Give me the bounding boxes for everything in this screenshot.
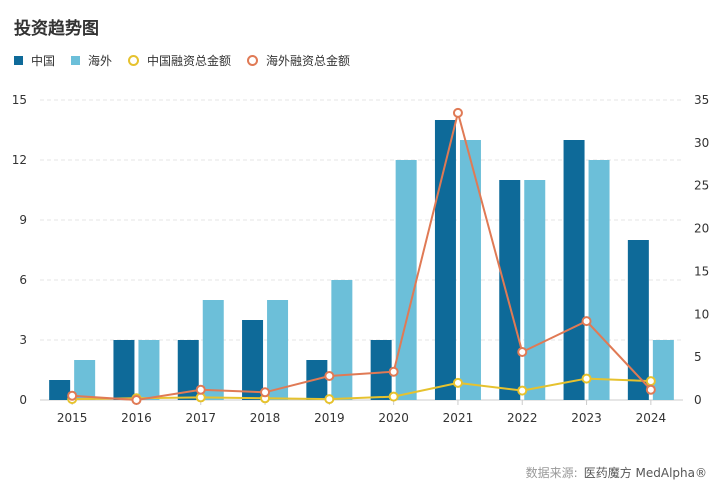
overseas-amount-point bbox=[517, 347, 528, 357]
source-label: 数据来源: bbox=[525, 466, 578, 480]
overseas-amount-point bbox=[452, 107, 463, 118]
china-amount-point bbox=[517, 385, 528, 396]
right-axis-tick-label: 25 bbox=[694, 179, 709, 193]
overseas-amount-point bbox=[581, 316, 592, 327]
right-axis-tick-label: 15 bbox=[694, 264, 709, 278]
x-axis-tick-label: 2017 bbox=[185, 411, 216, 425]
right-axis-tick-label: 5 bbox=[694, 350, 702, 364]
legend-swatch-china bbox=[14, 56, 23, 65]
bar-overseas bbox=[524, 180, 546, 400]
right-axis-tick-label: 30 bbox=[694, 136, 709, 150]
x-axis-tick-label: 2021 bbox=[443, 411, 474, 425]
right-axis-tick-label: 10 bbox=[694, 307, 709, 321]
x-axis-tick-label: 2016 bbox=[121, 411, 152, 425]
bar-china bbox=[563, 140, 585, 400]
bar-china bbox=[627, 240, 649, 400]
x-axis-tick-label: 2020 bbox=[378, 411, 409, 425]
source-note: 数据来源: 医药魔方 MedAlpha® bbox=[526, 464, 707, 481]
legend-item-china[interactable]: 中国 bbox=[14, 52, 55, 69]
legend-swatch-china-amount bbox=[128, 55, 140, 66]
overseas-amount-point bbox=[131, 395, 142, 405]
china-amount-point bbox=[452, 377, 463, 388]
legend-item-china-amount[interactable]: 中国融资总金额 bbox=[128, 52, 231, 69]
bar-overseas bbox=[331, 280, 353, 400]
bar-china bbox=[434, 120, 456, 400]
overseas-amount-point bbox=[645, 384, 656, 395]
bar-overseas bbox=[588, 160, 610, 400]
right-axis-tick-label: 35 bbox=[694, 93, 709, 107]
bar-china bbox=[242, 320, 264, 400]
x-axis-tick-label: 2015 bbox=[57, 411, 88, 425]
bar-overseas bbox=[202, 300, 224, 400]
bar-overseas bbox=[395, 160, 417, 400]
bar-overseas bbox=[74, 360, 96, 400]
x-axis-tick-label: 2023 bbox=[571, 411, 602, 425]
bar-china bbox=[177, 340, 199, 400]
legend-label-china-amount: 中国融资总金额 bbox=[147, 54, 232, 68]
right-axis-tick-label: 0 bbox=[694, 393, 702, 407]
bar-overseas bbox=[138, 340, 160, 400]
china-amount-line bbox=[72, 377, 651, 401]
x-axis-tick-label: 2018 bbox=[250, 411, 281, 425]
legend-item-overseas-amount[interactable]: 海外融资总金额 bbox=[247, 52, 350, 69]
legend-item-overseas[interactable]: 海外 bbox=[71, 52, 112, 69]
chart-title: 投资趋势图 bbox=[14, 19, 99, 39]
china-amount-point bbox=[324, 394, 335, 405]
x-axis-tick-label: 2022 bbox=[507, 411, 538, 425]
x-axis-tick-label: 2019 bbox=[314, 411, 345, 425]
legend-label-overseas: 海外 bbox=[88, 54, 113, 68]
right-axis-tick-label: 20 bbox=[694, 222, 709, 236]
china-amount-point bbox=[645, 376, 656, 387]
x-axis-tick-label: 2024 bbox=[636, 411, 667, 425]
legend-swatch-overseas bbox=[71, 56, 81, 65]
legend-label-china: 中国 bbox=[31, 54, 56, 68]
bar-china bbox=[370, 340, 392, 400]
bar-china bbox=[113, 340, 135, 400]
source-brand: 医药魔方 MedAlpha® bbox=[583, 466, 707, 480]
china-amount-point bbox=[388, 391, 399, 402]
left-axis-tick-label: 0 bbox=[19, 393, 27, 407]
bar-overseas bbox=[267, 300, 289, 400]
left-axis-tick-label: 12 bbox=[12, 153, 27, 167]
overseas-amount-point bbox=[195, 384, 206, 395]
legend-label-overseas-amount: 海外融资总金额 bbox=[266, 54, 351, 68]
left-axis-tick-label: 3 bbox=[19, 333, 27, 347]
china-amount-point bbox=[581, 373, 592, 384]
overseas-amount-point bbox=[67, 390, 78, 401]
bar-china bbox=[499, 180, 521, 400]
left-axis-tick-label: 6 bbox=[19, 273, 27, 287]
bar-overseas bbox=[459, 140, 481, 400]
overseas-amount-point bbox=[324, 371, 335, 381]
bar-china bbox=[49, 380, 71, 400]
left-axis-tick-label: 15 bbox=[12, 93, 27, 107]
bar-overseas bbox=[652, 340, 674, 400]
legend-swatch-overseas-amount bbox=[247, 55, 259, 66]
overseas-amount-point bbox=[388, 366, 399, 377]
overseas-amount-point bbox=[260, 387, 271, 398]
legend: 中国 海外 中国融资总金额 海外融资总金额 bbox=[14, 52, 366, 69]
overseas-amount-line bbox=[72, 108, 652, 402]
left-axis-tick-label: 9 bbox=[19, 213, 27, 227]
